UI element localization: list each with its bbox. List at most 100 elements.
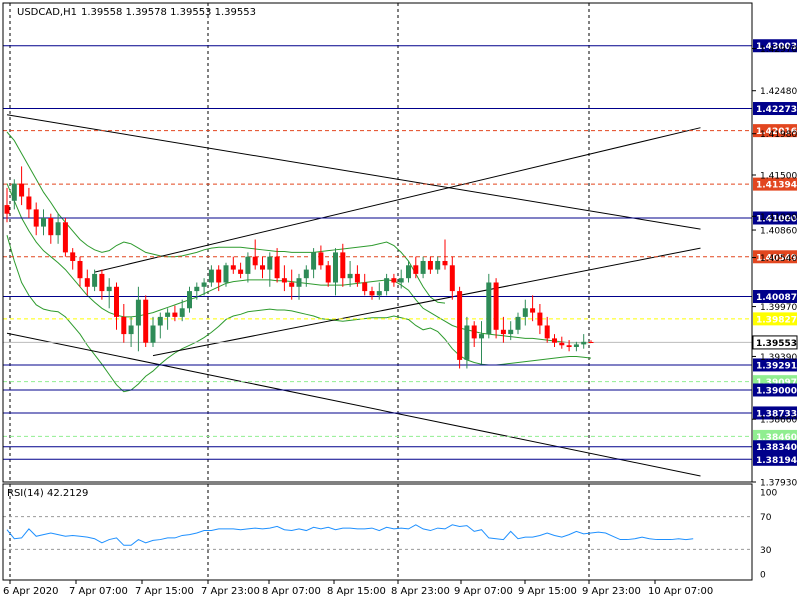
candle-body[interactable] bbox=[165, 312, 171, 317]
candle-body[interactable] bbox=[559, 342, 565, 346]
candle-body[interactable] bbox=[318, 252, 324, 266]
candle-body[interactable] bbox=[41, 217, 46, 227]
level-price-label: 1.39097 bbox=[756, 378, 797, 388]
level-price-label: 1.38733 bbox=[756, 409, 797, 419]
candle-body[interactable] bbox=[515, 316, 521, 330]
level-price-tag bbox=[753, 429, 797, 443]
candle-body[interactable] bbox=[435, 260, 441, 270]
candle-body[interactable] bbox=[369, 291, 375, 296]
price-axis-label: 1.39390 bbox=[760, 353, 797, 363]
candle-body[interactable] bbox=[581, 341, 587, 345]
candle-body[interactable] bbox=[281, 278, 287, 283]
candle-body[interactable] bbox=[274, 256, 280, 279]
level-price-label: 1.40549 bbox=[756, 253, 797, 263]
candle-body[interactable] bbox=[99, 273, 105, 292]
candle-body[interactable] bbox=[135, 299, 141, 326]
candle-body[interactable] bbox=[471, 325, 477, 339]
candle-body[interactable] bbox=[238, 269, 244, 274]
level-price-label: 1.41000 bbox=[756, 214, 797, 224]
candle-body[interactable] bbox=[420, 260, 426, 274]
candle-body[interactable] bbox=[121, 316, 127, 335]
candle-body[interactable] bbox=[187, 291, 192, 309]
candle-body[interactable] bbox=[230, 265, 236, 270]
trendline[interactable] bbox=[6, 114, 701, 230]
candle-body[interactable] bbox=[223, 265, 229, 283]
candle-body[interactable] bbox=[303, 269, 309, 279]
candle-body[interactable] bbox=[33, 209, 39, 227]
candle-body[interactable] bbox=[311, 252, 317, 270]
candle-body[interactable] bbox=[114, 286, 119, 317]
candle-body[interactable] bbox=[391, 278, 397, 283]
candle-body[interactable] bbox=[479, 334, 484, 339]
candle-body[interactable] bbox=[194, 286, 200, 292]
rsi-pane-frame bbox=[2, 483, 753, 581]
rsi-axis-label: 0 bbox=[760, 571, 766, 581]
candle-body[interactable] bbox=[62, 222, 68, 253]
candle-body[interactable] bbox=[172, 312, 178, 317]
candle-body[interactable] bbox=[354, 273, 360, 283]
candle-body[interactable] bbox=[486, 282, 492, 335]
candle-body[interactable] bbox=[588, 341, 594, 343]
time-axis-label: 9 Apr 07:00 bbox=[454, 586, 513, 597]
chart-ohlc-readout: 1.39558 1.39578 1.39553 1.39553 bbox=[81, 7, 256, 18]
candle-body[interactable] bbox=[500, 329, 506, 335]
candle-body[interactable] bbox=[340, 252, 346, 279]
candle-body[interactable] bbox=[362, 282, 368, 292]
candle-body[interactable] bbox=[19, 183, 25, 197]
candle-body[interactable] bbox=[128, 325, 134, 335]
candle-body[interactable] bbox=[325, 265, 331, 283]
candle-body[interactable] bbox=[376, 291, 382, 296]
candle-body[interactable] bbox=[296, 278, 302, 287]
candle-body[interactable] bbox=[70, 252, 76, 261]
candle-body[interactable] bbox=[552, 338, 557, 343]
candle-body[interactable] bbox=[26, 196, 32, 210]
candle-body[interactable] bbox=[4, 205, 10, 214]
candle-body[interactable] bbox=[252, 256, 258, 266]
candle-body[interactable] bbox=[77, 260, 83, 279]
candle-body[interactable] bbox=[566, 345, 572, 347]
candle-body[interactable] bbox=[150, 325, 156, 343]
candle-body[interactable] bbox=[208, 269, 214, 283]
candle-body[interactable] bbox=[464, 325, 470, 360]
candle-body[interactable] bbox=[157, 316, 163, 326]
candle-body[interactable] bbox=[143, 299, 149, 343]
candle-body[interactable] bbox=[398, 278, 404, 283]
candle-body[interactable] bbox=[201, 282, 207, 287]
candle-body[interactable] bbox=[245, 256, 251, 274]
candle-body[interactable] bbox=[84, 278, 90, 287]
candle-body[interactable] bbox=[179, 308, 185, 317]
candle-body[interactable] bbox=[267, 256, 273, 270]
candle-body[interactable] bbox=[508, 329, 514, 335]
level-price-tag bbox=[753, 312, 797, 326]
candle-body[interactable] bbox=[347, 273, 353, 279]
bands-layer bbox=[6, 131, 592, 393]
candle-body[interactable] bbox=[530, 308, 536, 313]
trendline[interactable] bbox=[152, 247, 701, 357]
candle-body[interactable] bbox=[449, 265, 455, 292]
candle-body[interactable] bbox=[384, 278, 390, 292]
candle-body[interactable] bbox=[442, 260, 448, 266]
candle-body[interactable] bbox=[544, 325, 550, 339]
candle-body[interactable] bbox=[573, 344, 579, 347]
candle-body[interactable] bbox=[457, 291, 463, 360]
candle-body[interactable] bbox=[289, 282, 295, 287]
candle-body[interactable] bbox=[106, 286, 112, 292]
candle-body[interactable] bbox=[427, 260, 433, 270]
candle-body[interactable] bbox=[48, 217, 54, 236]
candle-body[interactable] bbox=[260, 265, 265, 270]
candle-body[interactable] bbox=[55, 222, 61, 236]
level-price-tag bbox=[753, 177, 797, 191]
candle-body[interactable] bbox=[493, 282, 499, 330]
candle-body[interactable] bbox=[92, 273, 98, 287]
candle-body[interactable] bbox=[537, 312, 543, 326]
trendline[interactable] bbox=[6, 332, 701, 477]
candle-body[interactable] bbox=[413, 265, 419, 274]
candle-body[interactable] bbox=[333, 252, 338, 283]
candle-body[interactable] bbox=[406, 265, 411, 279]
trendline[interactable] bbox=[94, 127, 701, 273]
candle-body[interactable] bbox=[216, 269, 222, 283]
candle-body[interactable] bbox=[522, 308, 528, 317]
candle-body[interactable] bbox=[11, 183, 17, 201]
